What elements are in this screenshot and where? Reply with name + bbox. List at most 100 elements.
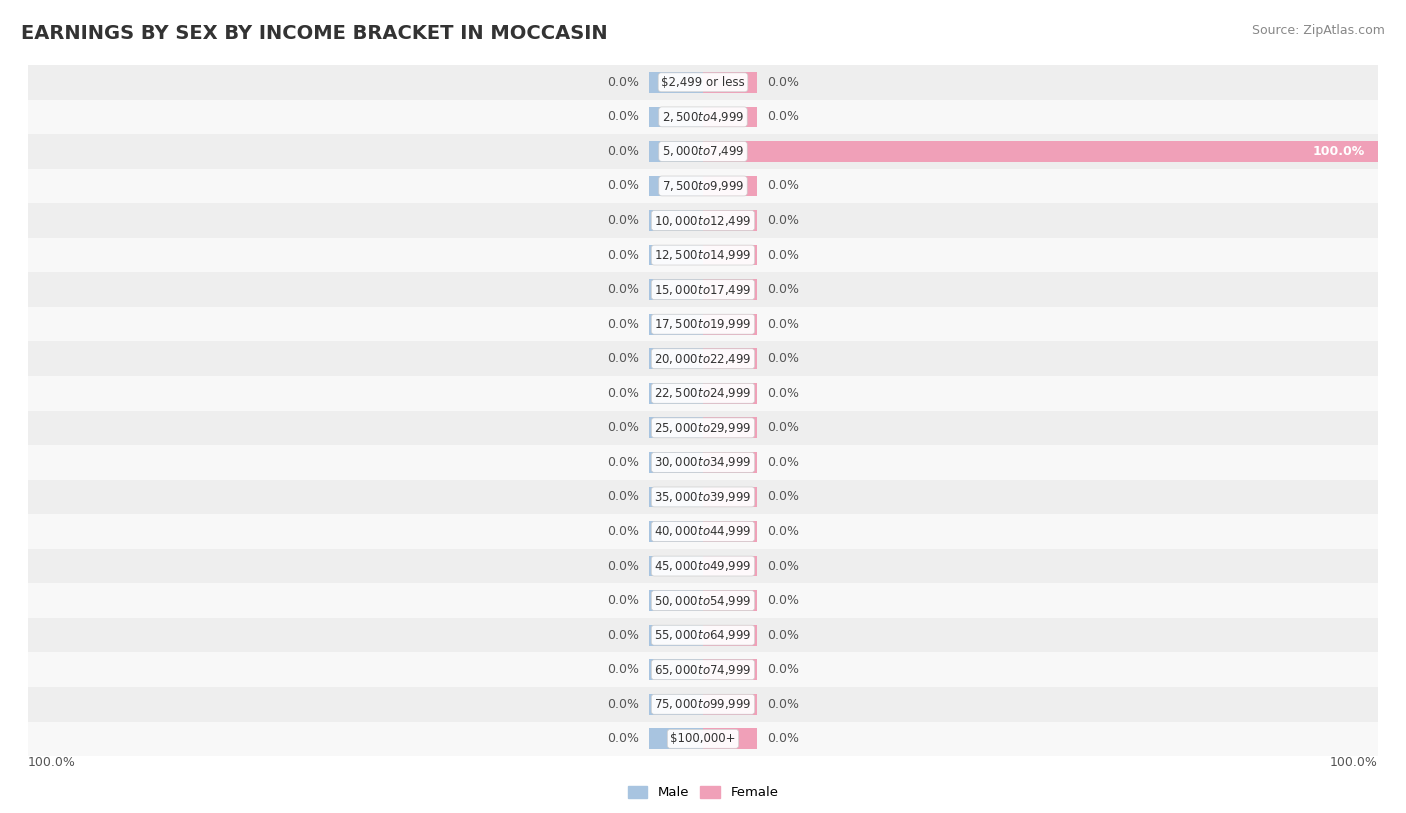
Text: $100,000+: $100,000+ [671, 733, 735, 746]
Bar [28, 203, 1378, 237]
Text: 0.0%: 0.0% [607, 594, 638, 607]
Bar [28, 341, 1378, 376]
Text: 0.0%: 0.0% [607, 283, 638, 296]
Bar [650, 486, 703, 507]
Text: 0.0%: 0.0% [768, 628, 799, 641]
Bar [703, 521, 756, 541]
Bar [703, 624, 756, 646]
Bar [28, 446, 1378, 480]
Bar [650, 694, 703, 715]
Text: $45,000 to $49,999: $45,000 to $49,999 [654, 559, 752, 573]
Bar [703, 659, 756, 680]
Text: $17,500 to $19,999: $17,500 to $19,999 [654, 317, 752, 331]
Bar [650, 141, 703, 162]
Bar [703, 176, 756, 197]
Text: 0.0%: 0.0% [768, 387, 799, 400]
Text: $25,000 to $29,999: $25,000 to $29,999 [654, 421, 752, 435]
Bar [28, 652, 1378, 687]
Text: 0.0%: 0.0% [607, 525, 638, 538]
Bar [28, 411, 1378, 446]
Text: 0.0%: 0.0% [607, 352, 638, 365]
Bar [650, 314, 703, 335]
Text: 0.0%: 0.0% [607, 318, 638, 331]
Text: 0.0%: 0.0% [768, 214, 799, 227]
Legend: Male, Female: Male, Female [623, 780, 783, 805]
Bar [28, 237, 1378, 272]
Bar [28, 515, 1378, 549]
Bar [28, 65, 1378, 99]
Text: $40,000 to $44,999: $40,000 to $44,999 [654, 524, 752, 538]
Bar [703, 383, 756, 404]
Text: 0.0%: 0.0% [607, 733, 638, 746]
Text: 0.0%: 0.0% [607, 628, 638, 641]
Bar [650, 280, 703, 300]
Text: 0.0%: 0.0% [768, 559, 799, 572]
Text: 0.0%: 0.0% [768, 663, 799, 676]
Bar [650, 590, 703, 611]
Text: 0.0%: 0.0% [768, 249, 799, 262]
Bar [703, 245, 756, 265]
Text: 0.0%: 0.0% [607, 663, 638, 676]
Text: 0.0%: 0.0% [768, 283, 799, 296]
Bar [28, 376, 1378, 411]
Bar [650, 383, 703, 404]
Bar [703, 728, 756, 750]
Text: 0.0%: 0.0% [607, 559, 638, 572]
Bar [650, 349, 703, 369]
Text: 0.0%: 0.0% [768, 594, 799, 607]
Bar [650, 659, 703, 680]
Text: 0.0%: 0.0% [607, 490, 638, 503]
Text: $22,500 to $24,999: $22,500 to $24,999 [654, 386, 752, 400]
Bar [703, 107, 756, 127]
Text: 0.0%: 0.0% [768, 525, 799, 538]
Text: $2,500 to $4,999: $2,500 to $4,999 [662, 110, 744, 124]
Bar [703, 694, 756, 715]
Text: $50,000 to $54,999: $50,000 to $54,999 [654, 593, 752, 607]
Bar [28, 584, 1378, 618]
Bar [28, 722, 1378, 756]
Text: 100.0%: 100.0% [1312, 145, 1364, 158]
Text: $12,500 to $14,999: $12,500 to $14,999 [654, 248, 752, 262]
Text: 0.0%: 0.0% [768, 352, 799, 365]
Text: $20,000 to $22,499: $20,000 to $22,499 [654, 352, 752, 366]
Bar [650, 728, 703, 750]
Bar [650, 176, 703, 197]
Bar [650, 556, 703, 576]
Bar [703, 556, 756, 576]
Text: 0.0%: 0.0% [768, 733, 799, 746]
Bar [28, 549, 1378, 584]
Bar [650, 107, 703, 127]
Text: 0.0%: 0.0% [768, 698, 799, 711]
Text: 0.0%: 0.0% [607, 145, 638, 158]
Text: 0.0%: 0.0% [607, 698, 638, 711]
Text: 0.0%: 0.0% [607, 214, 638, 227]
Text: 0.0%: 0.0% [607, 111, 638, 124]
Bar [703, 349, 756, 369]
Bar [28, 272, 1378, 307]
Bar [28, 134, 1378, 169]
Text: $7,500 to $9,999: $7,500 to $9,999 [662, 179, 744, 193]
Bar [28, 687, 1378, 722]
Text: Source: ZipAtlas.com: Source: ZipAtlas.com [1251, 24, 1385, 37]
Text: 0.0%: 0.0% [607, 76, 638, 89]
Text: 100.0%: 100.0% [1330, 756, 1378, 769]
Bar [703, 211, 756, 231]
Bar [703, 590, 756, 611]
Bar [703, 486, 756, 507]
Bar [703, 314, 756, 335]
Bar [650, 211, 703, 231]
Text: 0.0%: 0.0% [768, 111, 799, 124]
Bar [703, 452, 756, 473]
Text: 0.0%: 0.0% [607, 249, 638, 262]
Text: EARNINGS BY SEX BY INCOME BRACKET IN MOCCASIN: EARNINGS BY SEX BY INCOME BRACKET IN MOC… [21, 24, 607, 43]
Text: 0.0%: 0.0% [768, 318, 799, 331]
Text: 0.0%: 0.0% [768, 421, 799, 434]
Bar [28, 99, 1378, 134]
Bar [703, 72, 756, 93]
Bar [650, 521, 703, 541]
Text: $65,000 to $74,999: $65,000 to $74,999 [654, 663, 752, 676]
Bar [650, 418, 703, 438]
Text: 0.0%: 0.0% [768, 76, 799, 89]
Text: $30,000 to $34,999: $30,000 to $34,999 [654, 455, 752, 469]
Bar [28, 307, 1378, 341]
